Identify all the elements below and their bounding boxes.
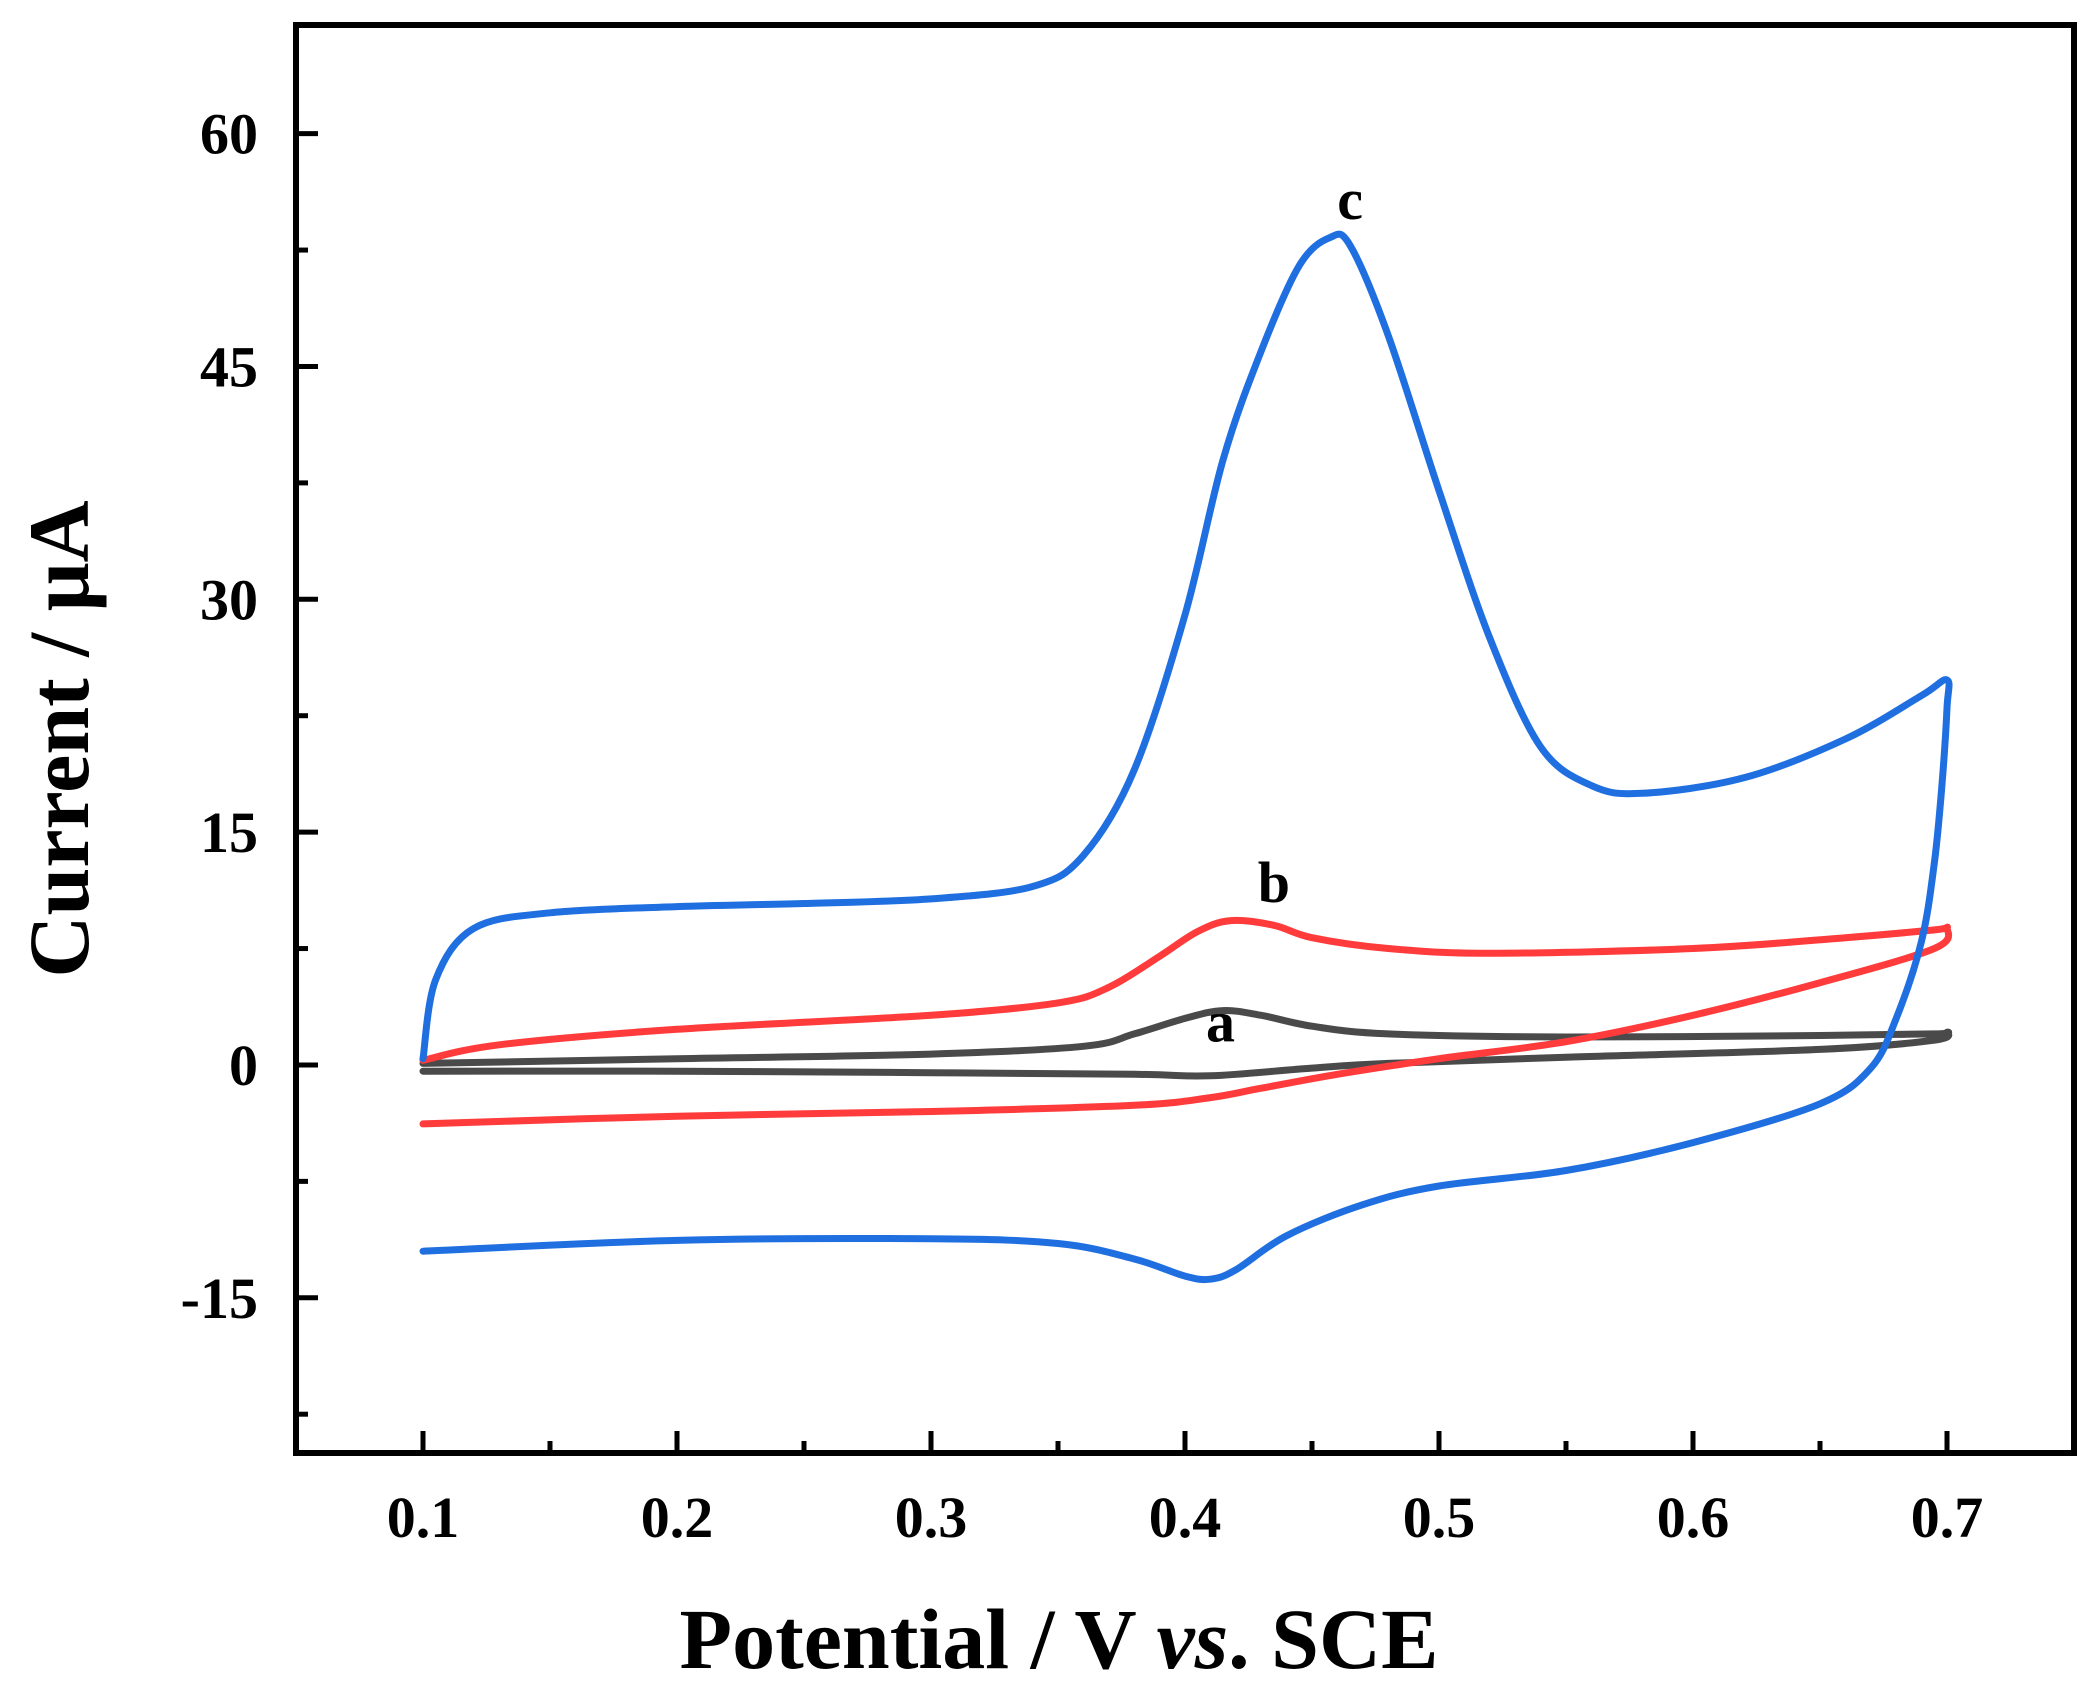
x-tick-label: 0.2 [641,1485,714,1550]
x-axis-title: Potential / V vs. SCE [680,1591,1439,1687]
y-tick-label: 45 [200,334,258,399]
y-tick-label: 30 [200,567,258,632]
x-tick-label: 0.6 [1657,1485,1730,1550]
series-a-label: a [1206,990,1235,1055]
series-layer [419,230,1953,1284]
x-tick-label: 0.7 [1911,1485,1984,1550]
x-axis-title-vs: vs [1157,1591,1229,1687]
y-tick-label: 0 [229,1033,258,1098]
x-tick-label: 0.3 [895,1485,968,1550]
series-b-label: b [1258,850,1290,915]
y-tick-label: -15 [181,1266,258,1331]
y-axis-title: Current / μA [11,500,107,977]
series-b-line [419,916,1953,1128]
series-labels: a b c [1206,167,1363,1055]
x-axis-title-part-3: . SCE [1228,1591,1438,1687]
x-axis-ticks: 0.1 0.2 0.3 0.4 0.5 0.6 0.7 [387,1431,1984,1550]
plot-frame [293,22,2077,1456]
x-tick-label: 0.1 [387,1485,460,1550]
y-tick-label: 15 [200,800,258,865]
x-tick-label: 0.5 [1403,1485,1476,1550]
y-tick-label: 60 [200,102,258,167]
series-c-line [419,230,1953,1284]
x-axis-title-part-1: Potential / V [680,1591,1157,1687]
series-c-label: c [1337,167,1363,232]
x-tick-label: 0.4 [1149,1485,1222,1550]
y-axis-ticks: -15 0 15 30 45 60 [181,102,318,1417]
series-a-line [419,1007,1953,1080]
